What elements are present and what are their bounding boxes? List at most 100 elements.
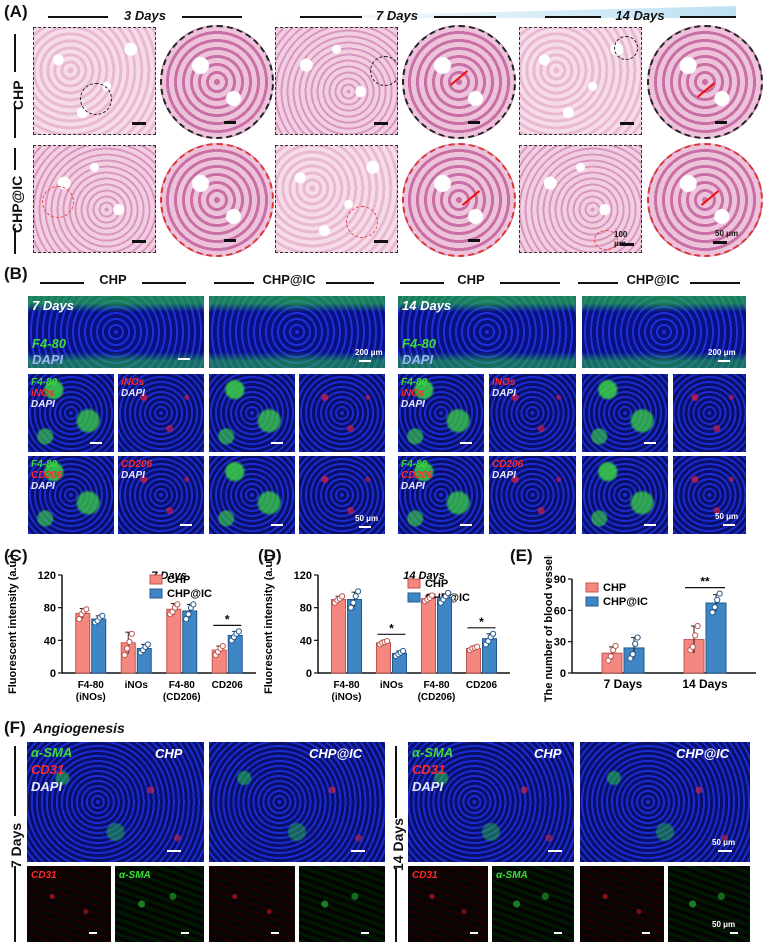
legend-label: CHP@IC	[167, 588, 212, 600]
legend-swatch	[585, 596, 599, 607]
fluorescence-merge-cd206-chpic-7d	[209, 456, 295, 534]
fluorescence-merge-cd206-chp-14d: F4-80 CD206 DAPI	[398, 456, 484, 534]
row-line	[14, 746, 16, 816]
data-point	[634, 634, 641, 641]
scale-label: 50 μm	[712, 920, 736, 929]
bar	[75, 612, 91, 674]
scale-bar	[167, 850, 181, 852]
fluorescence-merge-inos-chp-7d: F4-80 iNOs DAPI	[28, 374, 114, 452]
angio-merge-chp-14d: α-SMA CD31 DAPI CHP	[408, 742, 574, 862]
red-arrow-icon	[700, 190, 720, 206]
zoom-region	[80, 83, 112, 115]
data-point	[235, 628, 242, 635]
data-point	[121, 651, 128, 659]
fluorescence-cd206-chp-7d: CD206 DAPI	[118, 456, 204, 534]
he-zoom-chpic-3d	[160, 143, 274, 257]
angio-merge-chpic-14d: CHP@IC 50 μm	[580, 742, 750, 862]
panel-b-label: (B)	[4, 264, 28, 283]
panel-f-label: (F)	[4, 718, 26, 737]
data-point	[612, 642, 619, 649]
bar	[705, 602, 727, 674]
data-point	[632, 640, 639, 647]
group-label: CHP@IC	[676, 746, 730, 761]
angio-asma-chpic-14d: 50 μm	[668, 866, 750, 942]
stain-label: F4-80	[32, 336, 66, 351]
data-point	[185, 611, 192, 618]
data-point	[83, 606, 90, 613]
scale-label: 50 μm	[355, 514, 379, 523]
stain-label: DAPI	[31, 481, 55, 492]
legend-label: CHP	[603, 582, 626, 594]
data-point	[126, 638, 133, 646]
stain-label: CD206	[121, 459, 153, 470]
y-tick-label: 0	[50, 668, 56, 680]
data-point	[128, 630, 135, 637]
stain-label: DAPI	[31, 399, 55, 410]
time-header-3days: 3 Days	[124, 8, 166, 23]
scale-bar	[359, 360, 371, 362]
y-tick-label: 60	[554, 605, 566, 617]
angio-asma-chp-7d: α-SMA	[115, 866, 204, 942]
stain-label: DAPI	[121, 470, 145, 481]
scale-bar	[351, 850, 365, 852]
scale-bar	[723, 524, 735, 526]
bar	[166, 608, 182, 674]
stain-label: iNOs	[31, 388, 55, 399]
bar	[331, 599, 346, 674]
data-point	[445, 589, 452, 597]
bar	[437, 597, 452, 674]
header-line	[578, 282, 618, 284]
he-image-chpic-3d	[33, 145, 156, 253]
scale-bar	[90, 442, 102, 444]
header-line	[182, 16, 242, 18]
legend-label: CHP	[167, 574, 190, 586]
category-label: 7 Days	[604, 677, 643, 691]
data-point	[123, 645, 131, 652]
scale-bar	[374, 122, 388, 125]
scale-bar	[271, 932, 279, 934]
data-point	[490, 630, 497, 637]
stain-label: CD206	[492, 459, 524, 470]
group-header-chpic-7d: CHP@IC	[262, 272, 316, 287]
stain-label: α-SMA	[412, 745, 454, 760]
scale-bar	[132, 240, 146, 243]
y-tick-label: 0	[560, 668, 566, 680]
fluorescence-overview-chpic-7d: 200 μm	[209, 296, 385, 368]
row-line	[395, 868, 397, 942]
stain-label: CD31	[412, 762, 446, 777]
legend-swatch	[407, 592, 421, 603]
zoom-region	[370, 56, 397, 86]
stain-label: CD31	[31, 762, 65, 777]
data-point	[474, 643, 481, 650]
row-line	[14, 106, 16, 138]
angio-merge-chp-7d: α-SMA CD31 DAPI CHP	[27, 742, 204, 862]
row-line	[14, 228, 16, 254]
header-line	[40, 282, 84, 284]
zoom-region	[42, 186, 74, 218]
y-tick-label: 40	[44, 635, 56, 647]
stain-label: DAPI	[492, 388, 516, 399]
data-point	[219, 642, 226, 650]
scale-bar	[359, 526, 371, 528]
y-tick-label: 80	[44, 603, 56, 615]
fluorescence-merge-cd206-chp-7d: F4-80 CD206 DAPI	[28, 456, 114, 534]
scale-bar	[730, 932, 738, 934]
he-image-chpic-7d	[275, 145, 398, 253]
significance-mark: *	[479, 615, 484, 629]
scale-bar	[271, 442, 283, 444]
legend-swatch	[149, 574, 163, 585]
he-image-chpic-14d: 100 μm	[519, 145, 642, 253]
scale-bar	[644, 524, 656, 526]
header-line	[48, 16, 108, 18]
scale-bar	[642, 932, 650, 934]
stain-label: DAPI	[121, 388, 145, 399]
y-tick-label: 30	[554, 637, 566, 649]
legend-swatch	[149, 588, 163, 599]
stain-label: DAPI	[412, 779, 444, 794]
bar	[421, 598, 436, 674]
stain-label: α-SMA	[496, 870, 528, 881]
stain-label: DAPI	[402, 352, 434, 367]
row-line	[14, 148, 16, 170]
category-label: F4-80	[169, 680, 196, 691]
data-point	[716, 590, 723, 597]
